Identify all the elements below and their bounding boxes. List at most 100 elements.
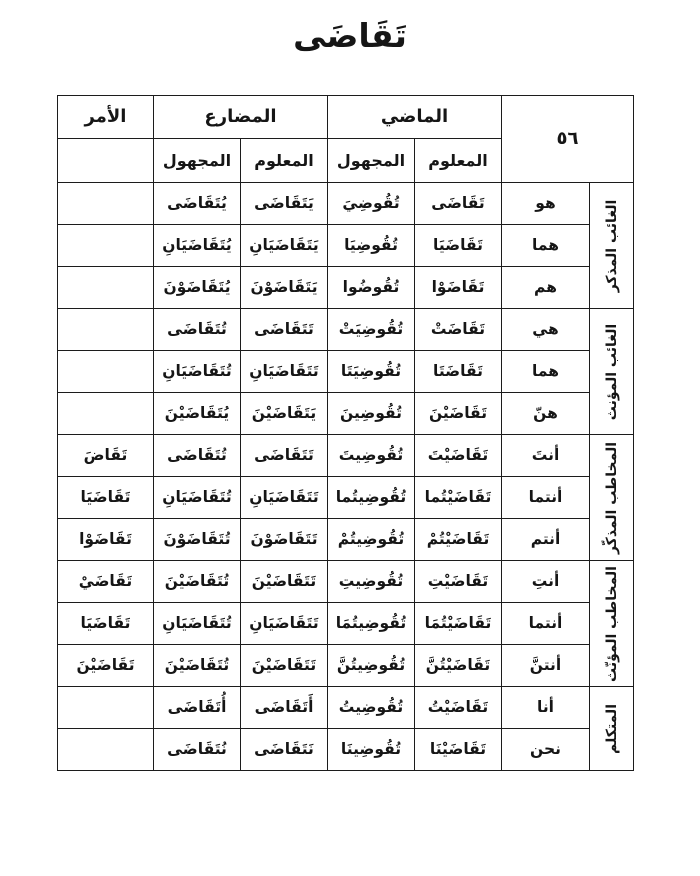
past-active-cell: تَقَاضَى bbox=[414, 182, 502, 225]
present-passive-cell: يُتَقَاضَيَانِ bbox=[153, 224, 241, 267]
imperative-cell bbox=[57, 686, 154, 729]
pronoun-cell: هما bbox=[501, 224, 590, 267]
person-group-cell: المخاطب المذكّر bbox=[589, 434, 634, 561]
present-passive-cell: تُتَقَاضَيْنَ bbox=[153, 560, 241, 603]
present-active-cell: تَتَقَاضَوْنَ bbox=[240, 518, 328, 561]
table-row: هنّ تَقَاضَيْنَ تُقُوضِينَ يَتَقَاضَيْنَ يُت… bbox=[57, 392, 634, 435]
imperative-cell: تَقَاضَ bbox=[57, 434, 154, 477]
present-passive-cell: تُتَقَاضَى bbox=[153, 308, 241, 351]
present-active-cell: تَتَقَاضَى bbox=[240, 434, 328, 477]
pronoun-cell: هي bbox=[501, 308, 590, 351]
person-group-label: المخاطب المؤنّث bbox=[603, 565, 620, 682]
present-passive-cell: أُتَقَاضَى bbox=[153, 686, 241, 729]
pronoun-cell: هما bbox=[501, 350, 590, 393]
present-passive-cell: تُتَقَاضَى bbox=[153, 434, 241, 477]
table-row: هم تَقَاضَوْا تُقُوضُوا يَتَقَاضَوْنَ يُتَقَ… bbox=[57, 266, 634, 309]
imperative-cell bbox=[57, 308, 154, 351]
pronoun-cell: أنتِ bbox=[501, 560, 590, 603]
present-passive-cell: يُتَقَاضَيْنَ bbox=[153, 392, 241, 435]
imperative-cell bbox=[57, 392, 154, 435]
past-passive-cell: تُقُوضِيتُما bbox=[327, 476, 415, 519]
pronoun-cell: نحن bbox=[501, 728, 590, 771]
past-tense-header: الماضي bbox=[327, 95, 502, 139]
pronoun-cell: هنّ bbox=[501, 392, 590, 435]
past-active-cell: تَقَاضَيْتَ bbox=[414, 434, 502, 477]
past-passive-cell: تُقُوضِيتُمَا bbox=[327, 602, 415, 645]
table-row: هما تَقَاضَتَا تُقُوضِيَتَا تَتَقَاضَيَانِ ت… bbox=[57, 350, 634, 393]
past-passive-cell: تُقُوضِينَا bbox=[327, 728, 415, 771]
past-passive-cell: تُقُوضِيَا bbox=[327, 224, 415, 267]
past-passive-cell: تُقُوضُوا bbox=[327, 266, 415, 309]
imperative-cell bbox=[57, 728, 154, 771]
pronoun-cell: أنتنَّ bbox=[501, 644, 590, 687]
present-active-cell: يَتَقَاضَوْنَ bbox=[240, 266, 328, 309]
imperative-cell bbox=[57, 350, 154, 393]
present-passive-cell: تُتَقَاضَيَانِ bbox=[153, 476, 241, 519]
past-active-cell: تَقَاضَيْتُما bbox=[414, 476, 502, 519]
present-passive-cell: تُتَقَاضَيَانِ bbox=[153, 350, 241, 393]
past-active-cell: تَقَاضَتْ bbox=[414, 308, 502, 351]
conjugation-table: ٥٦ الماضي المضارع الأمر المعلوم المجهول … bbox=[57, 95, 634, 771]
present-active-cell: أَتَقَاضَى bbox=[240, 686, 328, 729]
present-passive-header: المجهول bbox=[153, 138, 241, 183]
table-row: الغائب المذكر هو تَقَاضَى تُقُوضِيَ يَتَقَاض… bbox=[57, 182, 634, 309]
imperative-cell: تَقَاضَوْا bbox=[57, 518, 154, 561]
table-row: الغائب المؤنث هي تَقَاضَتْ تُقُوضِيَتْ تَتَق… bbox=[57, 308, 634, 435]
imperative-cell: تَقَاضَيْنَ bbox=[57, 644, 154, 687]
past-passive-cell: تُقُوضِيَتَا bbox=[327, 350, 415, 393]
present-passive-cell: يُتَقَاضَى bbox=[153, 182, 241, 225]
person-group-label: الغائب المذكر bbox=[603, 199, 620, 292]
pronoun-cell: أنا bbox=[501, 686, 590, 729]
table-row: أنتم تَقَاضَيْتُمْ تُقُوضِيتُمْ تَتَقَاضَوْ… bbox=[57, 518, 634, 561]
present-active-cell: تَتَقَاضَيَانِ bbox=[240, 476, 328, 519]
table-row: أنتما تَقَاضَيْتُمَا تُقُوضِيتُمَا تَتَقَاض… bbox=[57, 602, 634, 645]
person-group-cell: الغائب المذكر bbox=[589, 182, 634, 309]
imperative-cell: تَقَاضَيَا bbox=[57, 476, 154, 519]
page-title: تَقَاضَى bbox=[293, 16, 407, 55]
past-active-cell: تَقَاضَيْنَ bbox=[414, 392, 502, 435]
table-row: نحن تَقَاضَيْنَا تُقُوضِينَا نَتَقَاضَى نُتَ… bbox=[57, 728, 634, 771]
past-passive-cell: تُقُوضِيَ bbox=[327, 182, 415, 225]
person-group-label: المخاطب المذكّر bbox=[603, 441, 620, 554]
past-active-cell: تَقَاضَيْتُنَّ bbox=[414, 644, 502, 687]
imperative-cell bbox=[57, 266, 154, 309]
past-active-cell: تَقَاضَتَا bbox=[414, 350, 502, 393]
past-passive-cell: تُقُوضِينَ bbox=[327, 392, 415, 435]
present-active-cell: تَتَقَاضَيَانِ bbox=[240, 602, 328, 645]
present-active-cell: نَتَقَاضَى bbox=[240, 728, 328, 771]
table-row: هما تَقَاضَيَا تُقُوضِيَا يَتَقَاضَيَانِ يُت… bbox=[57, 224, 634, 267]
past-passive-cell: تُقُوضِيتُمْ bbox=[327, 518, 415, 561]
imperative-cell bbox=[57, 182, 154, 225]
present-passive-cell: تُتَقَاضَيْنَ bbox=[153, 644, 241, 687]
past-active-cell: تَقَاضَيْتُمَا bbox=[414, 602, 502, 645]
past-active-header: المعلوم bbox=[414, 138, 502, 183]
present-active-header: المعلوم bbox=[240, 138, 328, 183]
pronoun-cell: هم bbox=[501, 266, 590, 309]
present-tense-header: المضارع bbox=[153, 95, 328, 139]
present-passive-cell: يُتَقَاضَوْنَ bbox=[153, 266, 241, 309]
table-row: المخاطب المذكّر أنتَ تَقَاضَيْتَ تُقُوضِيتَ… bbox=[57, 434, 634, 561]
imperative-cell bbox=[57, 224, 154, 267]
header-row-voice: المعلوم المجهول المعلوم المجهول bbox=[57, 138, 634, 183]
past-active-cell: تَقَاضَيْتُ bbox=[414, 686, 502, 729]
person-group-label: المتكلم bbox=[603, 703, 620, 754]
table-row: أنتنَّ تَقَاضَيْتُنَّ تُقُوضِيتُنَّ تَتَقَا… bbox=[57, 644, 634, 687]
pronoun-cell: أنتما bbox=[501, 476, 590, 519]
table-number: ٥٦ bbox=[501, 95, 634, 183]
present-active-cell: تَتَقَاضَيْنَ bbox=[240, 560, 328, 603]
person-group-cell: المخاطب المؤنّث bbox=[589, 560, 634, 687]
imperative-cell: تَقَاضَيَا bbox=[57, 602, 154, 645]
past-active-cell: تَقَاضَيْتِ bbox=[414, 560, 502, 603]
imperative-cell: تَقَاضَيْ bbox=[57, 560, 154, 603]
pronoun-cell: هو bbox=[501, 182, 590, 225]
past-active-cell: تَقَاضَوْا bbox=[414, 266, 502, 309]
present-passive-cell: تُتَقَاضَيَانِ bbox=[153, 602, 241, 645]
past-active-cell: تَقَاضَيْنَا bbox=[414, 728, 502, 771]
imperative-subheader-empty bbox=[57, 138, 154, 183]
past-passive-cell: تُقُوضِيتِ bbox=[327, 560, 415, 603]
present-passive-cell: نُتَقَاضَى bbox=[153, 728, 241, 771]
person-group-cell: الغائب المؤنث bbox=[589, 308, 634, 435]
person-group-label: الغائب المؤنث bbox=[603, 323, 620, 420]
present-active-cell: تَتَقَاضَيْنَ bbox=[240, 644, 328, 687]
present-active-cell: يَتَقَاضَيْنَ bbox=[240, 392, 328, 435]
